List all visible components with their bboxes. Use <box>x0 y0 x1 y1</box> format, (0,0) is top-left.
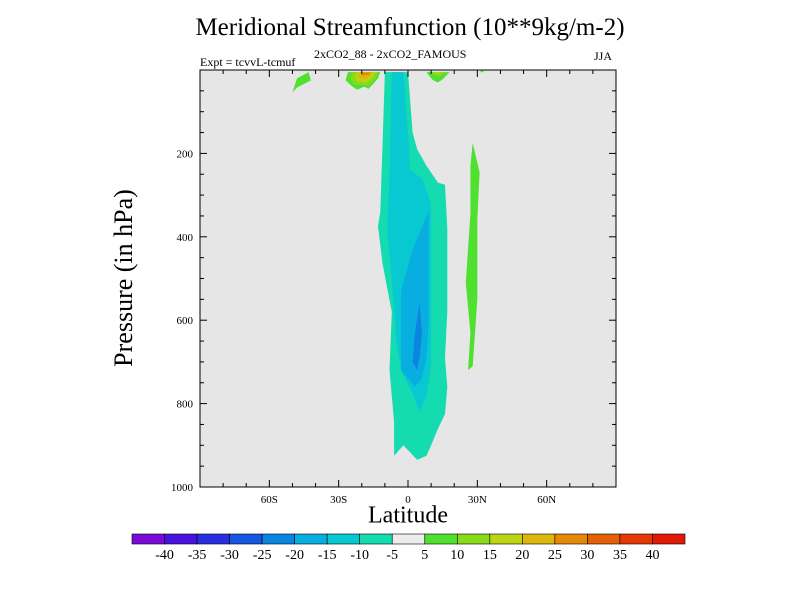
colorbar-swatch <box>359 533 393 545</box>
experiment-label: Expt = tcvvL-tcmuf <box>200 55 296 69</box>
contour-region <box>292 72 311 93</box>
x-tick-label: 60N <box>537 494 556 506</box>
contour-region <box>361 72 371 76</box>
colorbar-label: -10 <box>350 548 369 563</box>
colorbar-label: 40 <box>645 548 659 563</box>
season-label: JJA <box>594 49 613 63</box>
colorbar-label: -30 <box>220 548 239 563</box>
colorbar-label: -40 <box>155 548 174 563</box>
colorbar-label: -15 <box>318 548 337 563</box>
colorbar-label: -35 <box>188 548 207 563</box>
y-tick-label: 600 <box>177 315 194 327</box>
colorbar-label: -5 <box>386 548 398 563</box>
colorbar-swatch <box>456 533 491 545</box>
colorbar-label: 5 <box>421 548 428 563</box>
colorbar-swatch <box>619 533 653 545</box>
colorbar-swatch <box>326 533 361 545</box>
colorbar-swatch <box>196 533 230 545</box>
contour-region <box>431 72 445 77</box>
chart-title: Meridional Streamfunction (10**9kg/m-2) <box>195 14 625 41</box>
colorbar-label: 25 <box>548 548 562 563</box>
contour-region <box>426 72 450 83</box>
colorbar-label: 10 <box>450 548 464 563</box>
colorbar-swatch <box>554 533 588 545</box>
contour-region <box>479 70 485 73</box>
chart-subtitle: 2xCO2_88 - 2xCO2_FAMOUS <box>314 47 467 61</box>
contour-region <box>465 143 480 371</box>
colorbar-swatch <box>131 533 165 545</box>
colorbar-label: 15 <box>483 548 497 563</box>
colorbar-swatch <box>229 533 263 545</box>
colorbar-swatch <box>424 533 458 545</box>
x-tick-label: 60S <box>261 494 278 506</box>
colorbar-label: 35 <box>613 548 627 563</box>
x-tick-label: 30N <box>468 494 487 506</box>
colorbar-label: 20 <box>515 548 529 563</box>
colorbar-label: -20 <box>285 548 304 563</box>
contour-region <box>401 211 429 387</box>
colorbar-swatch <box>652 533 686 545</box>
colorbar-swatch <box>587 533 621 545</box>
y-tick-label: 800 <box>177 399 194 411</box>
x-axis-label: Latitude <box>368 502 448 529</box>
colorbar-swatch <box>164 533 198 545</box>
colorbar-swatch <box>522 533 556 545</box>
x-tick-label: 30S <box>330 494 347 506</box>
colorbar-swatch <box>261 533 295 545</box>
contour-regions <box>292 70 485 460</box>
contour-region <box>412 303 422 371</box>
colorbar-swatch <box>489 533 523 545</box>
axis-ticks: 60S 30S 0 30N 60N 200 400 600 800 1000 <box>171 70 616 506</box>
contour-region <box>435 72 443 74</box>
colorbar-swatch <box>294 533 328 545</box>
y-tick-label: 1000 <box>171 482 194 494</box>
x-tick-label: 0 <box>405 494 411 506</box>
colorbar-label: 30 <box>580 548 594 563</box>
colorbar: -40 -35 -30 -25 -20 -15 -10 -5 5 10 15 20 25 30 35 40 <box>131 533 686 563</box>
colorbar-swatch <box>391 533 426 545</box>
y-tick-label: 200 <box>177 148 194 160</box>
colorbar-label: -25 <box>253 548 272 563</box>
y-tick-label: 400 <box>177 232 194 244</box>
